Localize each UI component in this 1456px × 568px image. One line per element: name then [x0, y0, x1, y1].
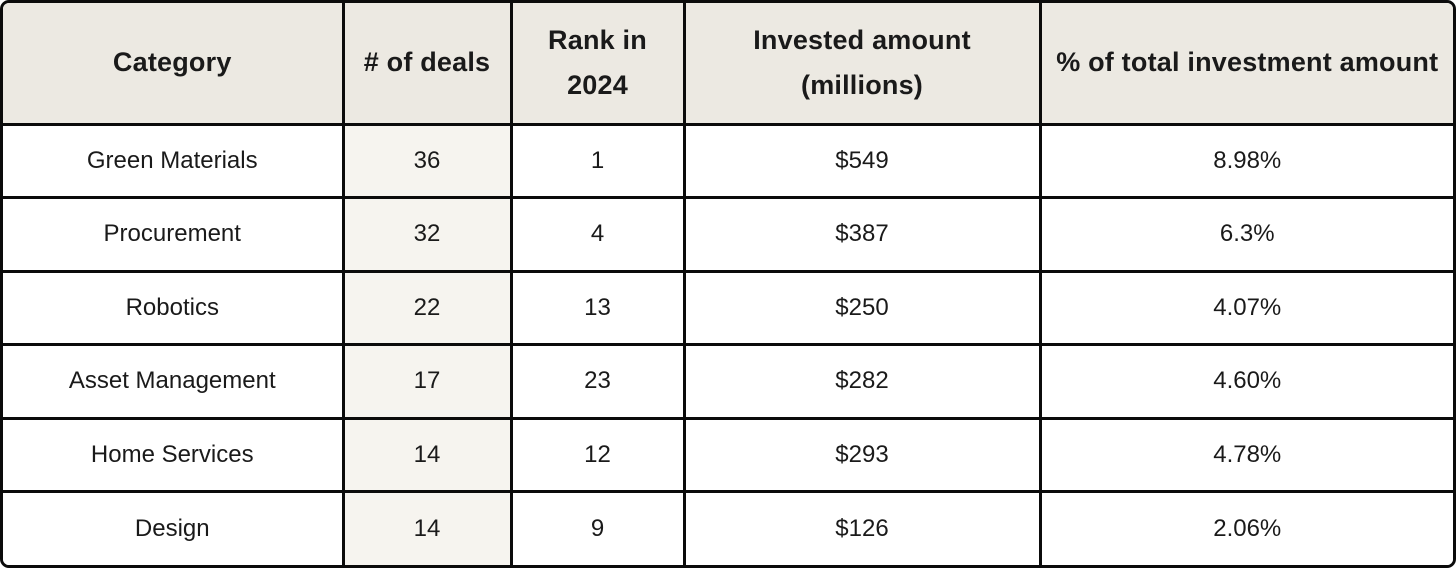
header-row: Category # of deals Rank in 2024 Investe…	[3, 3, 1453, 126]
cell-pct: 4.78%	[1038, 416, 1453, 493]
cell-invested: $282	[682, 343, 1042, 420]
column-header-category: Category	[3, 3, 345, 126]
cell-invested: $126	[682, 490, 1042, 565]
cell-rank: 9	[509, 490, 686, 565]
cell-category: Procurement	[3, 196, 345, 273]
cell-pct: 6.3%	[1038, 196, 1453, 273]
cell-category: Green Materials	[3, 122, 345, 199]
cell-category: Asset Management	[3, 343, 345, 420]
cell-pct: 2.06%	[1038, 490, 1453, 565]
table-header: Category # of deals Rank in 2024 Investe…	[3, 3, 1453, 126]
table-row: Home Services 14 12 $293 4.78%	[3, 416, 1453, 493]
table-row: Asset Management 17 23 $282 4.60%	[3, 343, 1453, 420]
column-header-invested-amount: Invested amount (millions)	[682, 3, 1042, 126]
cell-pct: 4.07%	[1038, 269, 1453, 346]
cell-category: Design	[3, 490, 345, 565]
cell-invested: $250	[682, 269, 1042, 346]
table-row: Procurement 32 4 $387 6.3%	[3, 196, 1453, 273]
cell-category: Robotics	[3, 269, 345, 346]
cell-deals: 36	[341, 122, 513, 199]
table-row: Green Materials 36 1 $549 8.98%	[3, 122, 1453, 199]
cell-pct: 8.98%	[1038, 122, 1453, 199]
cell-invested: $387	[682, 196, 1042, 273]
column-header-rank-2024: Rank in 2024	[509, 3, 686, 126]
cell-invested: $293	[682, 416, 1042, 493]
cell-deals: 17	[341, 343, 513, 420]
cell-category: Home Services	[3, 416, 345, 493]
cell-deals: 22	[341, 269, 513, 346]
table-row: Robotics 22 13 $250 4.07%	[3, 269, 1453, 346]
cell-deals: 14	[341, 490, 513, 565]
cell-rank: 13	[509, 269, 686, 346]
cell-rank: 1	[509, 122, 686, 199]
cell-invested: $549	[682, 122, 1042, 199]
cell-deals: 14	[341, 416, 513, 493]
cell-rank: 12	[509, 416, 686, 493]
investment-category-table: Category # of deals Rank in 2024 Investe…	[3, 3, 1453, 565]
column-header-pct-total-investment: % of total investment amount	[1038, 3, 1453, 126]
cell-rank: 23	[509, 343, 686, 420]
cell-rank: 4	[509, 196, 686, 273]
table-row: Design 14 9 $126 2.06%	[3, 490, 1453, 565]
cell-pct: 4.60%	[1038, 343, 1453, 420]
column-header-deals: # of deals	[341, 3, 513, 126]
table-body: Green Materials 36 1 $549 8.98% Procurem…	[3, 122, 1453, 565]
cell-deals: 32	[341, 196, 513, 273]
